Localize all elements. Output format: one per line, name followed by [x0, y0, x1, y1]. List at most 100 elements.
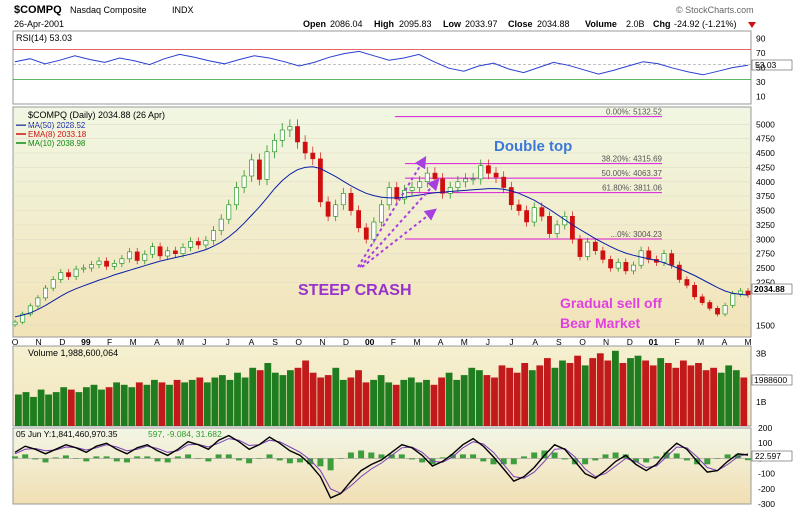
- volume-value: 2.0B: [626, 19, 645, 29]
- volume-bar: [211, 377, 219, 426]
- volume-bar: [400, 379, 408, 426]
- oscillator-tick-label: 100: [758, 438, 772, 448]
- oscillator-hist-bar: [602, 454, 609, 459]
- candle-body: [119, 258, 125, 264]
- volume-bar: [460, 375, 468, 426]
- volume-bar: [83, 387, 90, 426]
- price-y-axis: 5000 4750 4500 4250 4000 3750 3500 3250 3000 2750…: [756, 119, 775, 330]
- oscillator-hist-bar: [724, 454, 731, 459]
- x-axis-label: F: [674, 337, 679, 347]
- candle-body: [684, 279, 690, 286]
- candle-body: [226, 204, 232, 220]
- candle-body: [417, 181, 423, 188]
- volume-bar: [279, 375, 287, 426]
- candle-body: [432, 172, 438, 180]
- oscillator-hist-bar: [185, 454, 192, 459]
- oscillator-hist-bar: [388, 454, 395, 459]
- oscillator-hist-bar: [134, 456, 141, 459]
- x-axis-label: M: [177, 337, 184, 347]
- x-axis-label: M: [413, 337, 420, 347]
- volume-bar: [120, 384, 128, 426]
- volume-bar: [453, 379, 461, 426]
- volume-bar: [725, 365, 733, 426]
- oscillator-hist-bar: [286, 458, 293, 464]
- candle-body: [180, 247, 186, 254]
- oscillator-y-axis: 2001000-100-200-300: [758, 423, 775, 507]
- oscillator-hist-bar: [124, 458, 130, 463]
- price-candles: [12, 119, 751, 327]
- x-axis-label: D: [627, 337, 633, 347]
- candle-body: [539, 207, 545, 217]
- volume-bar: [143, 384, 151, 426]
- x-axis-label: A: [532, 337, 538, 347]
- candle-body: [241, 175, 247, 188]
- volume-bar: [649, 365, 657, 426]
- oscillator-hist-bar: [378, 454, 385, 459]
- price-last-box: [751, 283, 793, 295]
- volume-bar: [604, 360, 612, 426]
- candle-body: [394, 187, 400, 200]
- candle-body: [173, 250, 178, 255]
- volume-bar: [271, 372, 279, 426]
- candle-body: [386, 187, 392, 206]
- rsi-tick-label: 50: [756, 63, 766, 73]
- candle-body: [508, 187, 514, 206]
- oscillator-hist-bar: [215, 454, 222, 459]
- volume-bar: [90, 384, 98, 426]
- volume-bar: [75, 392, 83, 426]
- candle-body: [142, 253, 148, 261]
- oscillator-hist-bar: [459, 454, 466, 459]
- x-axis-label: J: [486, 337, 490, 347]
- oscillator-hist-bar: [622, 454, 629, 459]
- oscillator-hist-bar: [62, 455, 69, 459]
- oscillator-hist-bar: [276, 458, 283, 461]
- volume-last-value: 1988600: [754, 375, 787, 385]
- oscillator-hist-bar: [12, 456, 18, 459]
- candle-body: [27, 305, 33, 315]
- oscillator-hist-bar: [297, 458, 303, 463]
- oscillator-hist-bar: [205, 458, 212, 462]
- candle-body: [600, 250, 606, 260]
- legend-label: MA(10) 2038.98: [28, 139, 86, 148]
- candle-body: [218, 218, 224, 231]
- volume-bar: [680, 360, 687, 426]
- oscillator-hist-bar: [32, 458, 39, 460]
- volume-bar: [249, 367, 257, 426]
- volume-bar: [581, 365, 589, 426]
- volume-bar: [695, 363, 702, 426]
- volume-bar: [226, 379, 234, 426]
- oscillator-hist-bar: [592, 458, 599, 461]
- oscillator-hist-bar: [347, 452, 354, 459]
- candle-body: [81, 267, 87, 270]
- candle-body: [623, 261, 629, 272]
- candle-body: [96, 260, 102, 265]
- price-tick-label: 2500: [756, 263, 775, 273]
- volume-bar: [219, 375, 226, 426]
- oscillator-hist-bar: [93, 456, 100, 459]
- volume-bar: [309, 372, 317, 426]
- high-value: 2095.83: [399, 19, 432, 29]
- oscillator-hist-bar: [225, 454, 232, 459]
- low-label: Low: [443, 19, 462, 29]
- volume-bar: [513, 372, 521, 426]
- oscillator-hist-bar: [246, 458, 253, 464]
- candle-body: [447, 187, 453, 194]
- volume-bar: [619, 363, 627, 426]
- volume-bar: [430, 384, 438, 426]
- volume-bar: [672, 367, 680, 426]
- x-axis-label: A: [154, 337, 160, 347]
- volume-bar: [67, 389, 75, 426]
- volume-bar: [377, 375, 385, 426]
- x-axis-label: N: [603, 337, 609, 347]
- price-title: $COMPQ (Daily) 2034.88 (26 Apr): [28, 110, 165, 120]
- volume-bar: [634, 355, 642, 426]
- rsi-title: RSI(14) 53.03: [16, 33, 72, 43]
- rsi-last-value: 53.03: [755, 60, 777, 70]
- volume-last-box: [751, 374, 793, 386]
- oscillator-hist-bar: [266, 454, 273, 459]
- volume-bar: [203, 382, 211, 426]
- ma50-line: [14, 166, 749, 318]
- x-axis-label: M: [744, 337, 751, 347]
- oscillator-last-box: [751, 450, 793, 462]
